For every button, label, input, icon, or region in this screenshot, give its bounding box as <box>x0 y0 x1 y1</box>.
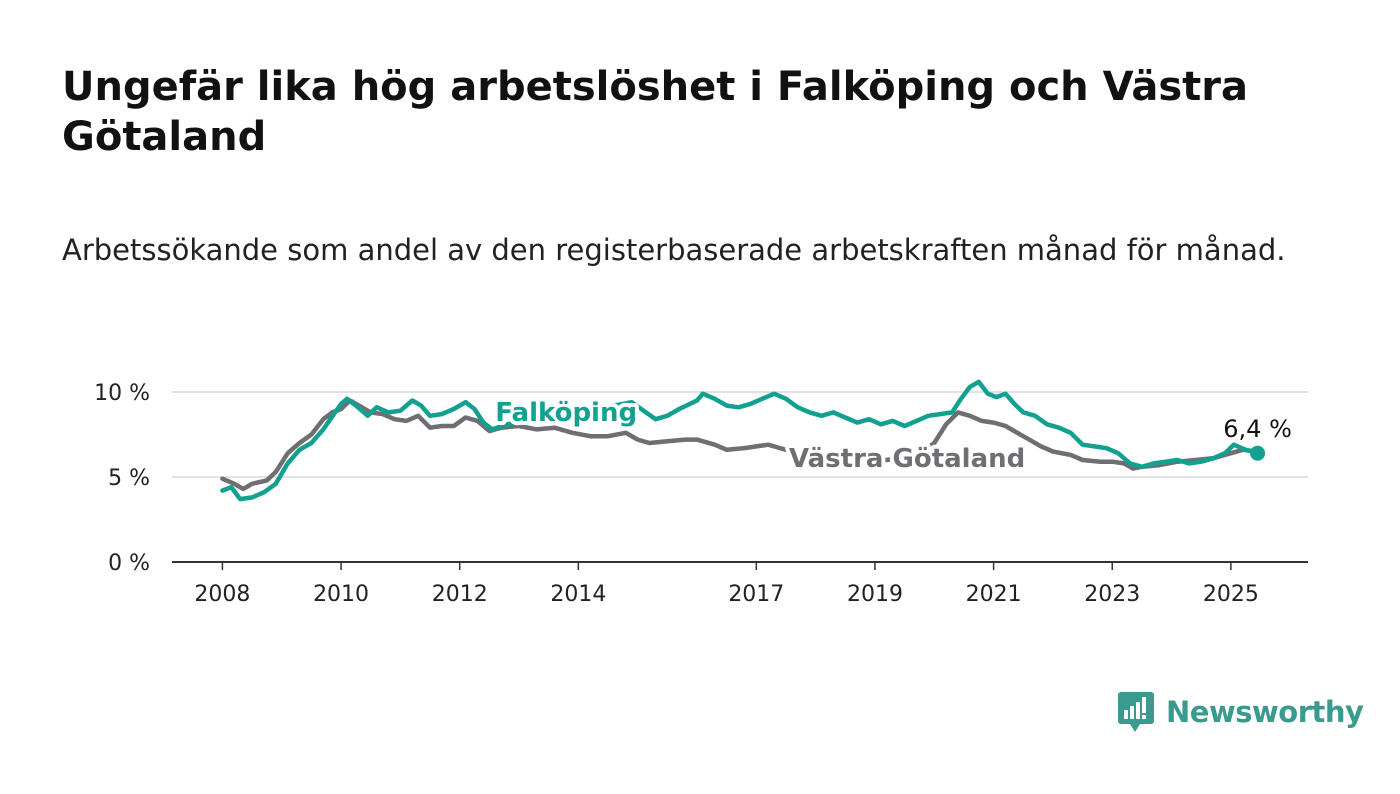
x-axis-ticks: 2008 2010 2012 2014 2017 2019 2021 2023 2025 <box>194 562 1259 607</box>
x-tick-label: 2008 <box>194 582 250 607</box>
series-labels: Falköping Västra Götaland 6,4 % <box>491 394 1296 478</box>
x-tick-label: 2025 <box>1203 582 1259 607</box>
y-axis-ticks: 0 % 5 % 10 % <box>94 381 150 576</box>
series-label-falkoping: Falköping <box>495 398 637 428</box>
x-tick-label: 2017 <box>728 582 784 607</box>
gridlines <box>172 391 1308 563</box>
y-tick-label: 5 % <box>108 466 150 491</box>
x-tick-label: 2023 <box>1084 582 1140 607</box>
chart-title: Ungefär lika hög arbetslöshet i Falköpin… <box>62 64 1248 160</box>
series-lines <box>220 379 1266 502</box>
last-value-dot <box>1250 445 1266 461</box>
last-value-label: 6,4 % <box>1223 415 1292 443</box>
x-tick-label: 2014 <box>550 582 606 607</box>
y-tick-label: 0 % <box>108 551 150 576</box>
brand-name: Newsworthy <box>1166 695 1364 729</box>
series-line-falkoping <box>220 379 1260 502</box>
x-tick-label: 2021 <box>966 582 1022 607</box>
series-line-vastra-gotaland <box>220 398 1260 492</box>
x-tick-label: 2010 <box>313 582 369 607</box>
series-label-vastra-gotaland: Västra Götaland <box>789 444 1025 474</box>
x-tick-label: 2019 <box>847 582 903 607</box>
x-tick-label: 2012 <box>432 582 488 607</box>
chart-subtitle: Arbetssökande som andel av den registerb… <box>62 233 1286 267</box>
newsworthy-logo: Newsworthy <box>1118 690 1364 734</box>
newsworthy-logo-icon <box>1118 692 1154 732</box>
y-tick-label: 10 % <box>94 381 150 406</box>
